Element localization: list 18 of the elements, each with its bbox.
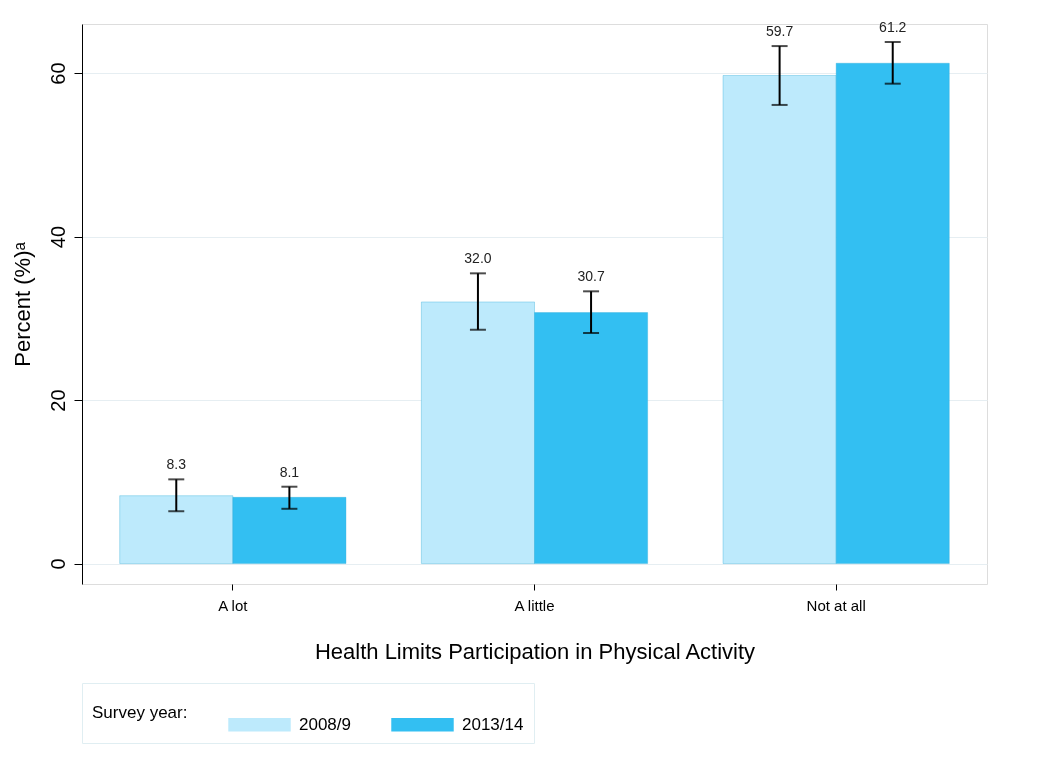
y-tick-label: 40 [46, 225, 69, 249]
y-tick-label: 20 [46, 389, 69, 412]
legend-label: 2008/9 [299, 714, 351, 734]
x-tick-label: Not at all [806, 596, 866, 614]
y-tick-label: 0 [46, 558, 69, 570]
legend-label: 2013/14 [462, 714, 524, 734]
x-axis-title: Health Limits Participation in Physical Activity [314, 638, 756, 664]
data-label: 30.7 [577, 268, 605, 285]
data-label: 32.0 [464, 250, 492, 267]
x-tick-label: A little [514, 596, 555, 614]
data-label: 8.3 [166, 456, 187, 473]
x-tick-label: A lot [218, 596, 249, 614]
data-label: 61.2 [879, 18, 907, 35]
data-label: 59.7 [765, 23, 794, 40]
data-label: 8.1 [279, 463, 300, 480]
y-tick-label: 60 [46, 62, 69, 85]
legend-title: Survey year: [92, 703, 188, 722]
y-axis-title: Percent (%)ᵃ [9, 241, 35, 367]
